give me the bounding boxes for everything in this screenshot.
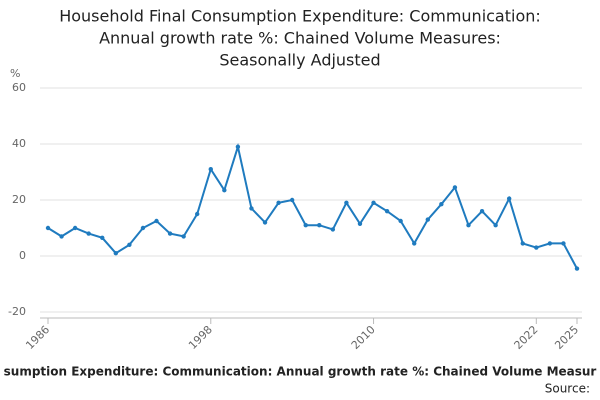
point [303,223,308,228]
y-tick-label: 20 [12,193,26,206]
point [127,242,132,247]
point [181,234,186,239]
point [520,241,525,246]
point [398,218,403,224]
point [479,209,485,214]
footer: sumption Expenditure: Communication: Ann… [4,365,597,379]
point [72,225,78,231]
point [506,196,512,201]
x-tick-label: 1998 [186,323,215,352]
x-tick-label: 2025 [552,323,581,352]
point [289,197,295,203]
point [276,200,281,205]
point [100,235,105,240]
point [140,225,146,231]
y-axis-label: % [10,67,20,80]
x-tick-label: 2022 [512,323,541,352]
chart-title: Household Final Consumption Expenditure:… [59,7,541,26]
point [249,206,254,211]
point [466,223,471,228]
point [371,200,376,205]
point [113,251,119,256]
y-tick-label: -20 [8,305,26,318]
point [86,231,91,236]
point [317,223,322,228]
point [154,218,159,224]
point [330,227,336,232]
point [344,200,349,205]
point [357,221,363,226]
x-tick-label: 1986 [23,323,52,352]
point [412,241,417,246]
y-tick-label: 0 [19,249,26,262]
source: Source: [545,382,590,396]
point [439,202,444,207]
point [45,225,51,231]
y-tick-label: 60 [12,81,26,94]
point [561,241,566,246]
point [574,266,580,271]
line [47,142,578,270]
point [59,234,64,239]
point [493,223,498,228]
point [167,231,173,236]
point [425,217,430,222]
point [384,209,390,214]
chart-title: Annual growth rate %: Chained Volume Mea… [99,29,501,48]
y-tick-label: 40 [12,137,26,150]
point [235,144,241,149]
point [195,211,200,217]
point [547,241,553,246]
point [262,220,268,225]
x-tick-label: 2010 [349,323,378,352]
chart-title: Seasonally Adjusted [219,51,380,70]
point [534,245,539,250]
point [208,167,213,172]
point [452,185,458,190]
point [222,188,227,193]
